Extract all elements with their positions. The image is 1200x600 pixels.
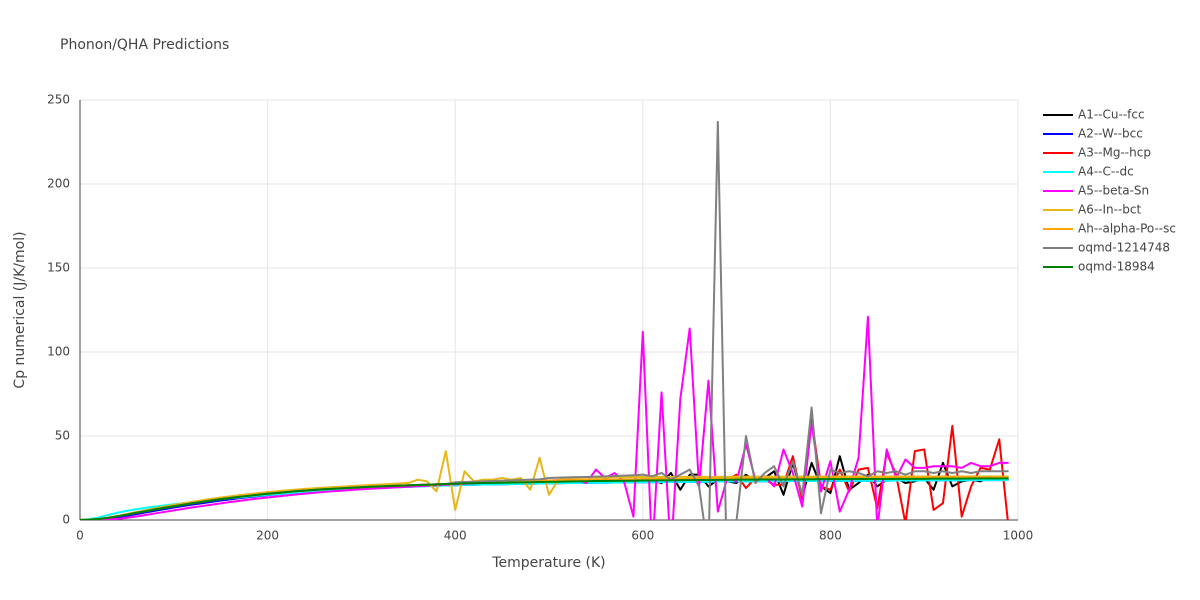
x-tick-label: 200 (256, 529, 279, 543)
legend: A1--Cu--fcc A2--W--bcc A3--Mg--hcp A4--C--d… (1043, 108, 1176, 274)
y-axis-title: Cp numerical (J/K/mol) (12, 231, 28, 388)
y-tick-label: 50 (55, 429, 70, 443)
legend-label[interactable]: oqmd-1214748 (1078, 241, 1170, 255)
plot-area (80, 120, 1009, 520)
legend-label[interactable]: oqmd-18984 (1078, 260, 1155, 274)
series-line (80, 450, 1009, 520)
x-tick-label: 800 (819, 529, 842, 543)
legend-label[interactable]: A2--W--bcc (1078, 127, 1143, 141)
grid: 0 200 400 600 800 1000 0 50 100 150 200 250 (47, 93, 1033, 543)
x-tick-label: 400 (444, 529, 467, 543)
y-tick-label: 100 (47, 345, 70, 359)
y-tick-label: 0 (62, 513, 70, 527)
legend-label[interactable]: Ah--alpha-Po--sc (1078, 222, 1176, 236)
y-tick-label: 150 (47, 261, 70, 275)
x-axis-title: Temperature (K) (491, 555, 605, 571)
y-tick-label: 200 (47, 177, 70, 191)
y-tick-label: 250 (47, 93, 70, 107)
legend-label[interactable]: A6--In--bct (1078, 203, 1142, 217)
series-line (80, 455, 1009, 520)
x-tick-label: 1000 (1003, 529, 1034, 543)
x-tick-label: 600 (631, 529, 654, 543)
legend-label[interactable]: A5--beta-Sn (1078, 184, 1149, 198)
x-tick-label: 0 (76, 529, 84, 543)
legend-label[interactable]: A3--Mg--hcp (1078, 146, 1151, 160)
legend-label[interactable]: A1--Cu--fcc (1078, 108, 1145, 122)
series-line (80, 477, 1009, 520)
legend-label[interactable]: A4--C--dc (1078, 165, 1134, 179)
chart-title: Phonon/QHA Predictions (60, 37, 229, 53)
